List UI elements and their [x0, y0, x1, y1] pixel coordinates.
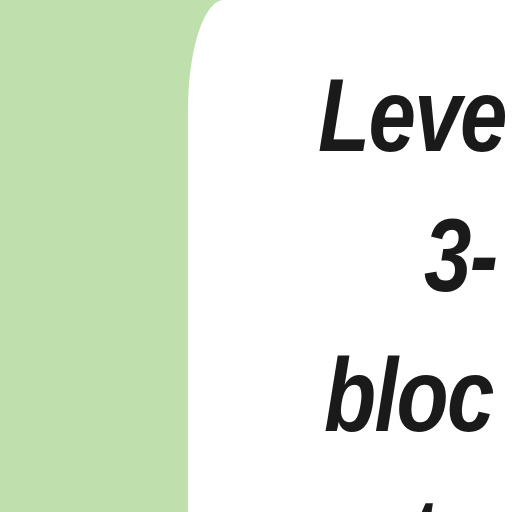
- card-text-line-1: Leve: [318, 58, 507, 174]
- card-text-line-4: t: [408, 484, 436, 512]
- level-card-text: Leve 3- bloc t: [188, 0, 512, 512]
- green-side-panel: [0, 0, 190, 512]
- card-text-line-2: 3-: [424, 198, 498, 314]
- card-text-line-3: bloc: [324, 338, 494, 454]
- level-card[interactable]: Leve 3- bloc t: [188, 0, 512, 512]
